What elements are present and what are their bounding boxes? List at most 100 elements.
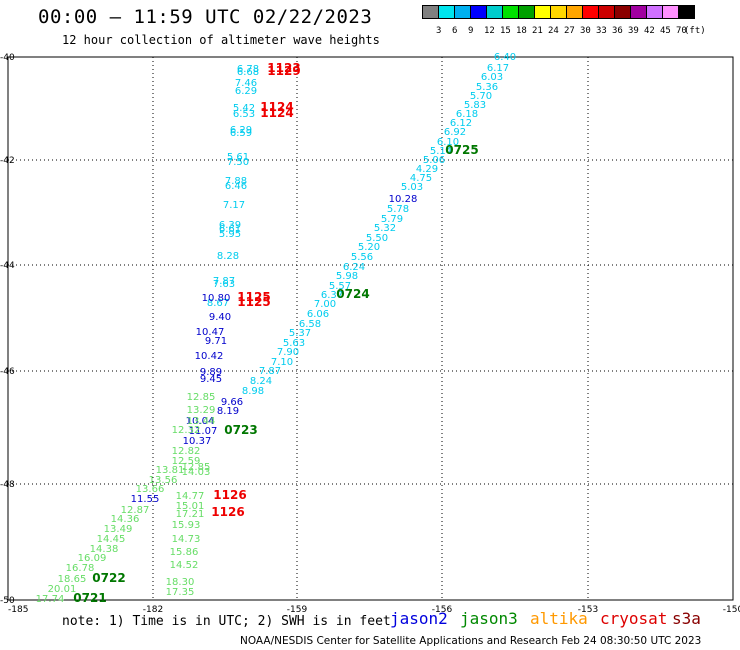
- longitude-tick-label: -185: [8, 605, 28, 615]
- color-legend-label: 9: [468, 26, 474, 36]
- wave-height-label: 14.36: [111, 514, 140, 525]
- satellite-legend-altika: altika: [530, 609, 588, 628]
- wave-height-label: 5.78: [387, 204, 409, 215]
- wave-height-label: 5.03: [401, 182, 423, 193]
- map-title: 00:00 – 11:59 UTC 02/22/2023: [38, 6, 373, 28]
- wave-height-label: 7.88: [225, 176, 247, 187]
- wave-height-label: 5.32: [374, 223, 396, 234]
- wave-height-label: 4.75: [410, 173, 432, 184]
- wave-height-label: 14.52: [170, 560, 199, 571]
- wave-height-label: 12.85: [187, 392, 216, 403]
- wave-height-label: 6.29: [235, 86, 257, 97]
- wave-height-label: 6.10: [437, 137, 459, 148]
- wave-height-label: 14.73: [172, 534, 201, 545]
- latitude-tick-label: -40: [0, 53, 15, 63]
- pass-time-label: 0723: [224, 423, 257, 437]
- color-legend-label: 18: [516, 26, 527, 36]
- wave-height-label: 7.90: [277, 347, 299, 358]
- wave-height-label: 10.47: [196, 327, 225, 338]
- wave-height-label: 16.78: [66, 563, 95, 574]
- wave-height-label: 5.20: [358, 242, 380, 253]
- wave-height-label: 10.37: [183, 436, 212, 447]
- color-legend-label: 3: [436, 26, 442, 36]
- latitude-tick-label: -46: [0, 367, 15, 377]
- color-legend-label: 33: [596, 26, 607, 36]
- wave-height-label: 9.71: [205, 336, 227, 347]
- wave-height-label: 13.44: [187, 416, 216, 427]
- wave-height-label: 18.30: [166, 577, 195, 588]
- wave-height-label: 6.29: [230, 125, 252, 136]
- wave-height-label: 15.93: [172, 520, 201, 531]
- wave-height-label: 8.19: [217, 406, 239, 417]
- pass-time-label: 1129: [267, 64, 300, 78]
- wave-height-label: 6.59: [230, 128, 252, 139]
- wave-height-label: 10.80: [202, 293, 231, 304]
- wave-height-label: 5.42: [233, 103, 255, 114]
- color-legend-label: 27: [564, 26, 575, 36]
- wave-height-label: 5.57: [329, 281, 351, 292]
- wave-height-label: 5.63: [283, 338, 305, 349]
- wave-height-label: 5.70: [470, 91, 492, 102]
- color-legend-label: 6: [452, 26, 458, 36]
- satellite-legend-jason3: jason3: [460, 609, 518, 628]
- pass-time-label: 0721: [73, 591, 106, 605]
- wave-height-label: 6.46: [225, 181, 247, 192]
- longitude-tick-label: -182: [143, 605, 163, 615]
- color-legend-label: 24: [548, 26, 559, 36]
- units-note: note: 1) Time is in UTC; 2) SWH is in fe…: [62, 614, 391, 629]
- wave-height-label: 9.66: [221, 397, 243, 408]
- wave-height-label: 7.87: [213, 276, 235, 287]
- wave-height-label: 15.01: [176, 501, 205, 512]
- wave-height-label: 5.61: [227, 152, 249, 163]
- credit-line: NOAA/NESDIS Center for Satellite Applica…: [240, 635, 702, 647]
- longitude-tick-label: -153: [578, 605, 598, 615]
- wave-height-label: 14.77: [176, 491, 205, 502]
- wave-height-label: 8.28: [217, 251, 239, 262]
- wave-height-label: 13.56: [149, 475, 178, 486]
- wave-height-label: 17.21: [176, 509, 205, 520]
- wave-height-label: 5.98: [336, 271, 358, 282]
- wave-height-label: 13.81: [156, 465, 185, 476]
- wave-height-label: 6.61: [219, 224, 241, 235]
- map-frame: [7, 56, 734, 601]
- color-swatch: [678, 5, 695, 19]
- wave-height-label: 6.39: [219, 220, 241, 231]
- pass-time-label: 1123: [267, 61, 300, 75]
- wave-height-label: 8.67: [207, 298, 229, 309]
- wave-height-label: 9.40: [209, 312, 231, 323]
- wave-height-label: 10.42: [195, 351, 224, 362]
- color-legend-label: 70: [676, 26, 687, 36]
- wave-height-label: 12.59: [172, 456, 201, 467]
- wave-height-label: 11.55: [131, 494, 160, 505]
- satellite-legend-cryosat: cryosat: [600, 609, 668, 628]
- latitude-tick-label: -48: [0, 480, 15, 490]
- satellite-legend-jason2: jason2: [390, 609, 448, 628]
- wave-height-label: 17.74: [36, 594, 65, 605]
- wave-height-label: 8.98: [242, 386, 264, 397]
- wave-height-label: 6.92: [444, 127, 466, 138]
- wave-height-label: 5.83: [464, 100, 486, 111]
- wave-height-label: 14.38: [90, 544, 119, 555]
- pass-time-label: 1126: [211, 505, 244, 519]
- satellite-legend-s3a: s3a: [672, 609, 701, 628]
- pass-time-label: 1124: [260, 106, 293, 120]
- wave-height-label: 20.01: [48, 584, 77, 595]
- wave-height-label: 12.85: [182, 462, 211, 473]
- wave-height-label: 17.35: [166, 587, 195, 598]
- color-legend-label: 36: [612, 26, 623, 36]
- wave-height-label: 12.32: [172, 425, 201, 436]
- wave-height-label: 6.53: [233, 109, 255, 120]
- wave-height-label: 10.04: [186, 416, 215, 427]
- wave-height-label: 13.29: [187, 405, 216, 416]
- wave-height-label: 5.56: [351, 252, 373, 263]
- color-legend-label: 15: [500, 26, 511, 36]
- pass-time-label: 1125: [237, 295, 270, 309]
- wave-height-label: 6.17: [487, 63, 509, 74]
- wave-height-label: 6.24: [343, 262, 365, 273]
- wave-height-label: 8.24: [250, 376, 272, 387]
- wave-height-label: 5.95: [219, 229, 241, 240]
- wave-height-label: 5.14: [430, 146, 452, 157]
- pass-time-label: 0725: [445, 143, 478, 157]
- color-legend: 3 6 9 12 15 18 21 24 27 30 33 36 39 42 45 70 (ft): [422, 5, 706, 36]
